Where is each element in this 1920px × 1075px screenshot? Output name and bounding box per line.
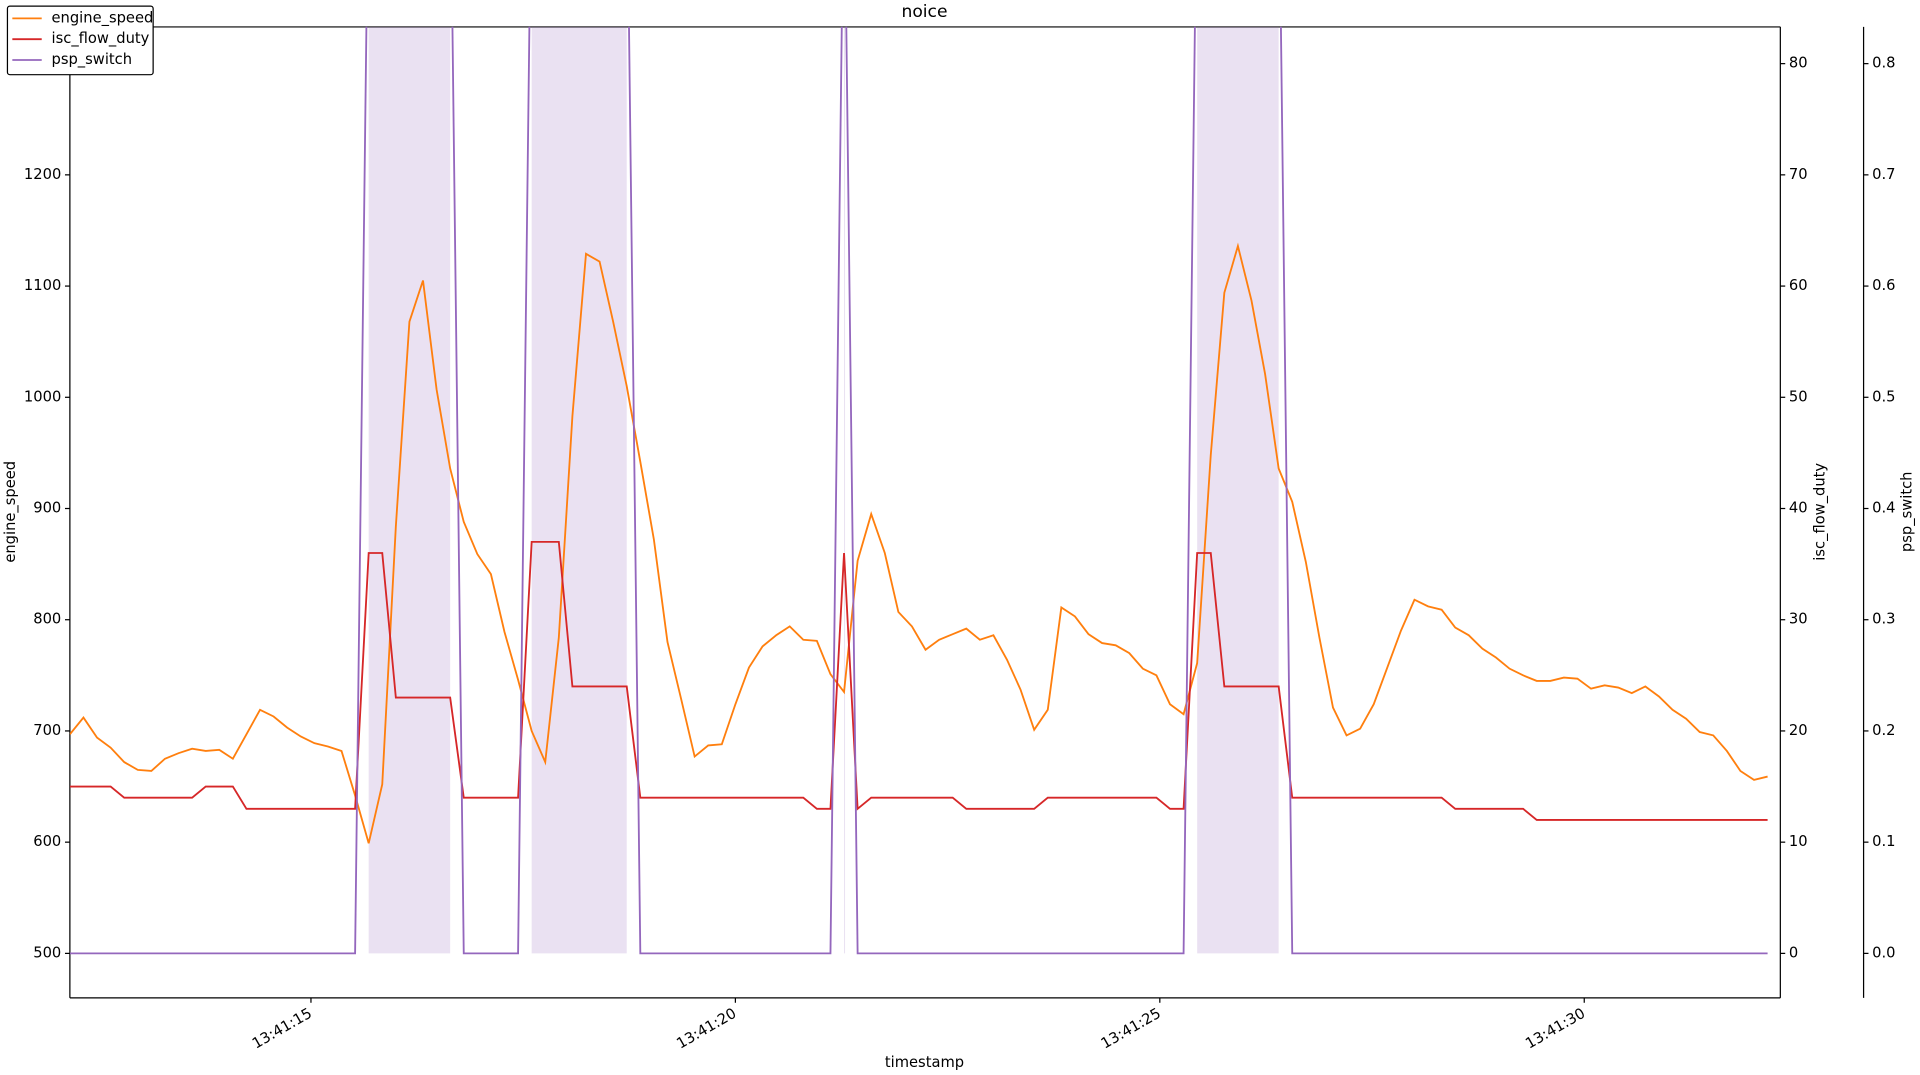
legend-label: psp_switch <box>52 51 133 68</box>
y-tick-label: 1200 <box>24 166 61 183</box>
y2-tick-label: 10 <box>1789 833 1808 850</box>
x-tick-label: 13:41:30 <box>1523 1005 1589 1053</box>
y-tick-label: 1000 <box>24 388 61 405</box>
shaded-span <box>1197 26 1279 954</box>
series-line <box>69 26 1768 955</box>
y-tick-label: 500 <box>33 944 61 961</box>
y3-tick-label: 0.7 <box>1872 166 1895 183</box>
y3-tick-label: 0.5 <box>1872 388 1895 405</box>
x-tick-label: 13:41:15 <box>249 1005 315 1053</box>
legend-box <box>6 5 154 76</box>
x-axis-label: timestamp <box>885 1054 964 1071</box>
y-tick-label: 800 <box>33 611 61 628</box>
y3-tick-label: 0.4 <box>1872 500 1895 517</box>
y3-axis-label: psp_switch <box>1899 472 1916 553</box>
y-tick-label: 1100 <box>24 277 61 294</box>
y2-tick-label: 30 <box>1789 611 1808 628</box>
y2-tick-label: 70 <box>1789 166 1808 183</box>
chart-title: noice <box>901 2 947 22</box>
y2-axis-label: isc_flow_duty <box>1812 463 1829 561</box>
y3-tick-label: 0.8 <box>1872 55 1895 72</box>
legend-label: engine_speed <box>52 9 154 26</box>
y3-tick-label: 0.3 <box>1872 611 1895 628</box>
y-tick-label: 900 <box>33 500 61 517</box>
plot-area <box>69 26 1768 955</box>
legend-label: isc_flow_duty <box>52 30 150 47</box>
x-tick-label: 13:41:20 <box>674 1005 740 1053</box>
y2-tick-label: 40 <box>1789 500 1808 517</box>
y3-tick-label: 0.0 <box>1872 944 1895 961</box>
y3-tick-label: 0.1 <box>1872 833 1895 850</box>
series-line <box>69 242 1768 844</box>
y3-tick-label: 0.6 <box>1872 277 1895 294</box>
y-tick-label: 600 <box>33 833 61 850</box>
x-tick-label: 13:41:25 <box>1098 1005 1164 1053</box>
shaded-span <box>368 26 451 954</box>
y2-tick-label: 0 <box>1789 944 1798 961</box>
y2-tick-label: 80 <box>1789 55 1808 72</box>
y-tick-label: 700 <box>33 722 61 739</box>
y2-tick-label: 50 <box>1789 388 1808 405</box>
shaded-span <box>531 26 627 954</box>
series-line <box>69 540 1768 821</box>
y2-tick-label: 60 <box>1789 277 1808 294</box>
y2-tick-label: 20 <box>1789 722 1808 739</box>
y-axis-label: engine_speed <box>2 461 19 563</box>
y3-tick-label: 0.2 <box>1872 722 1895 739</box>
shaded-span <box>844 26 846 954</box>
